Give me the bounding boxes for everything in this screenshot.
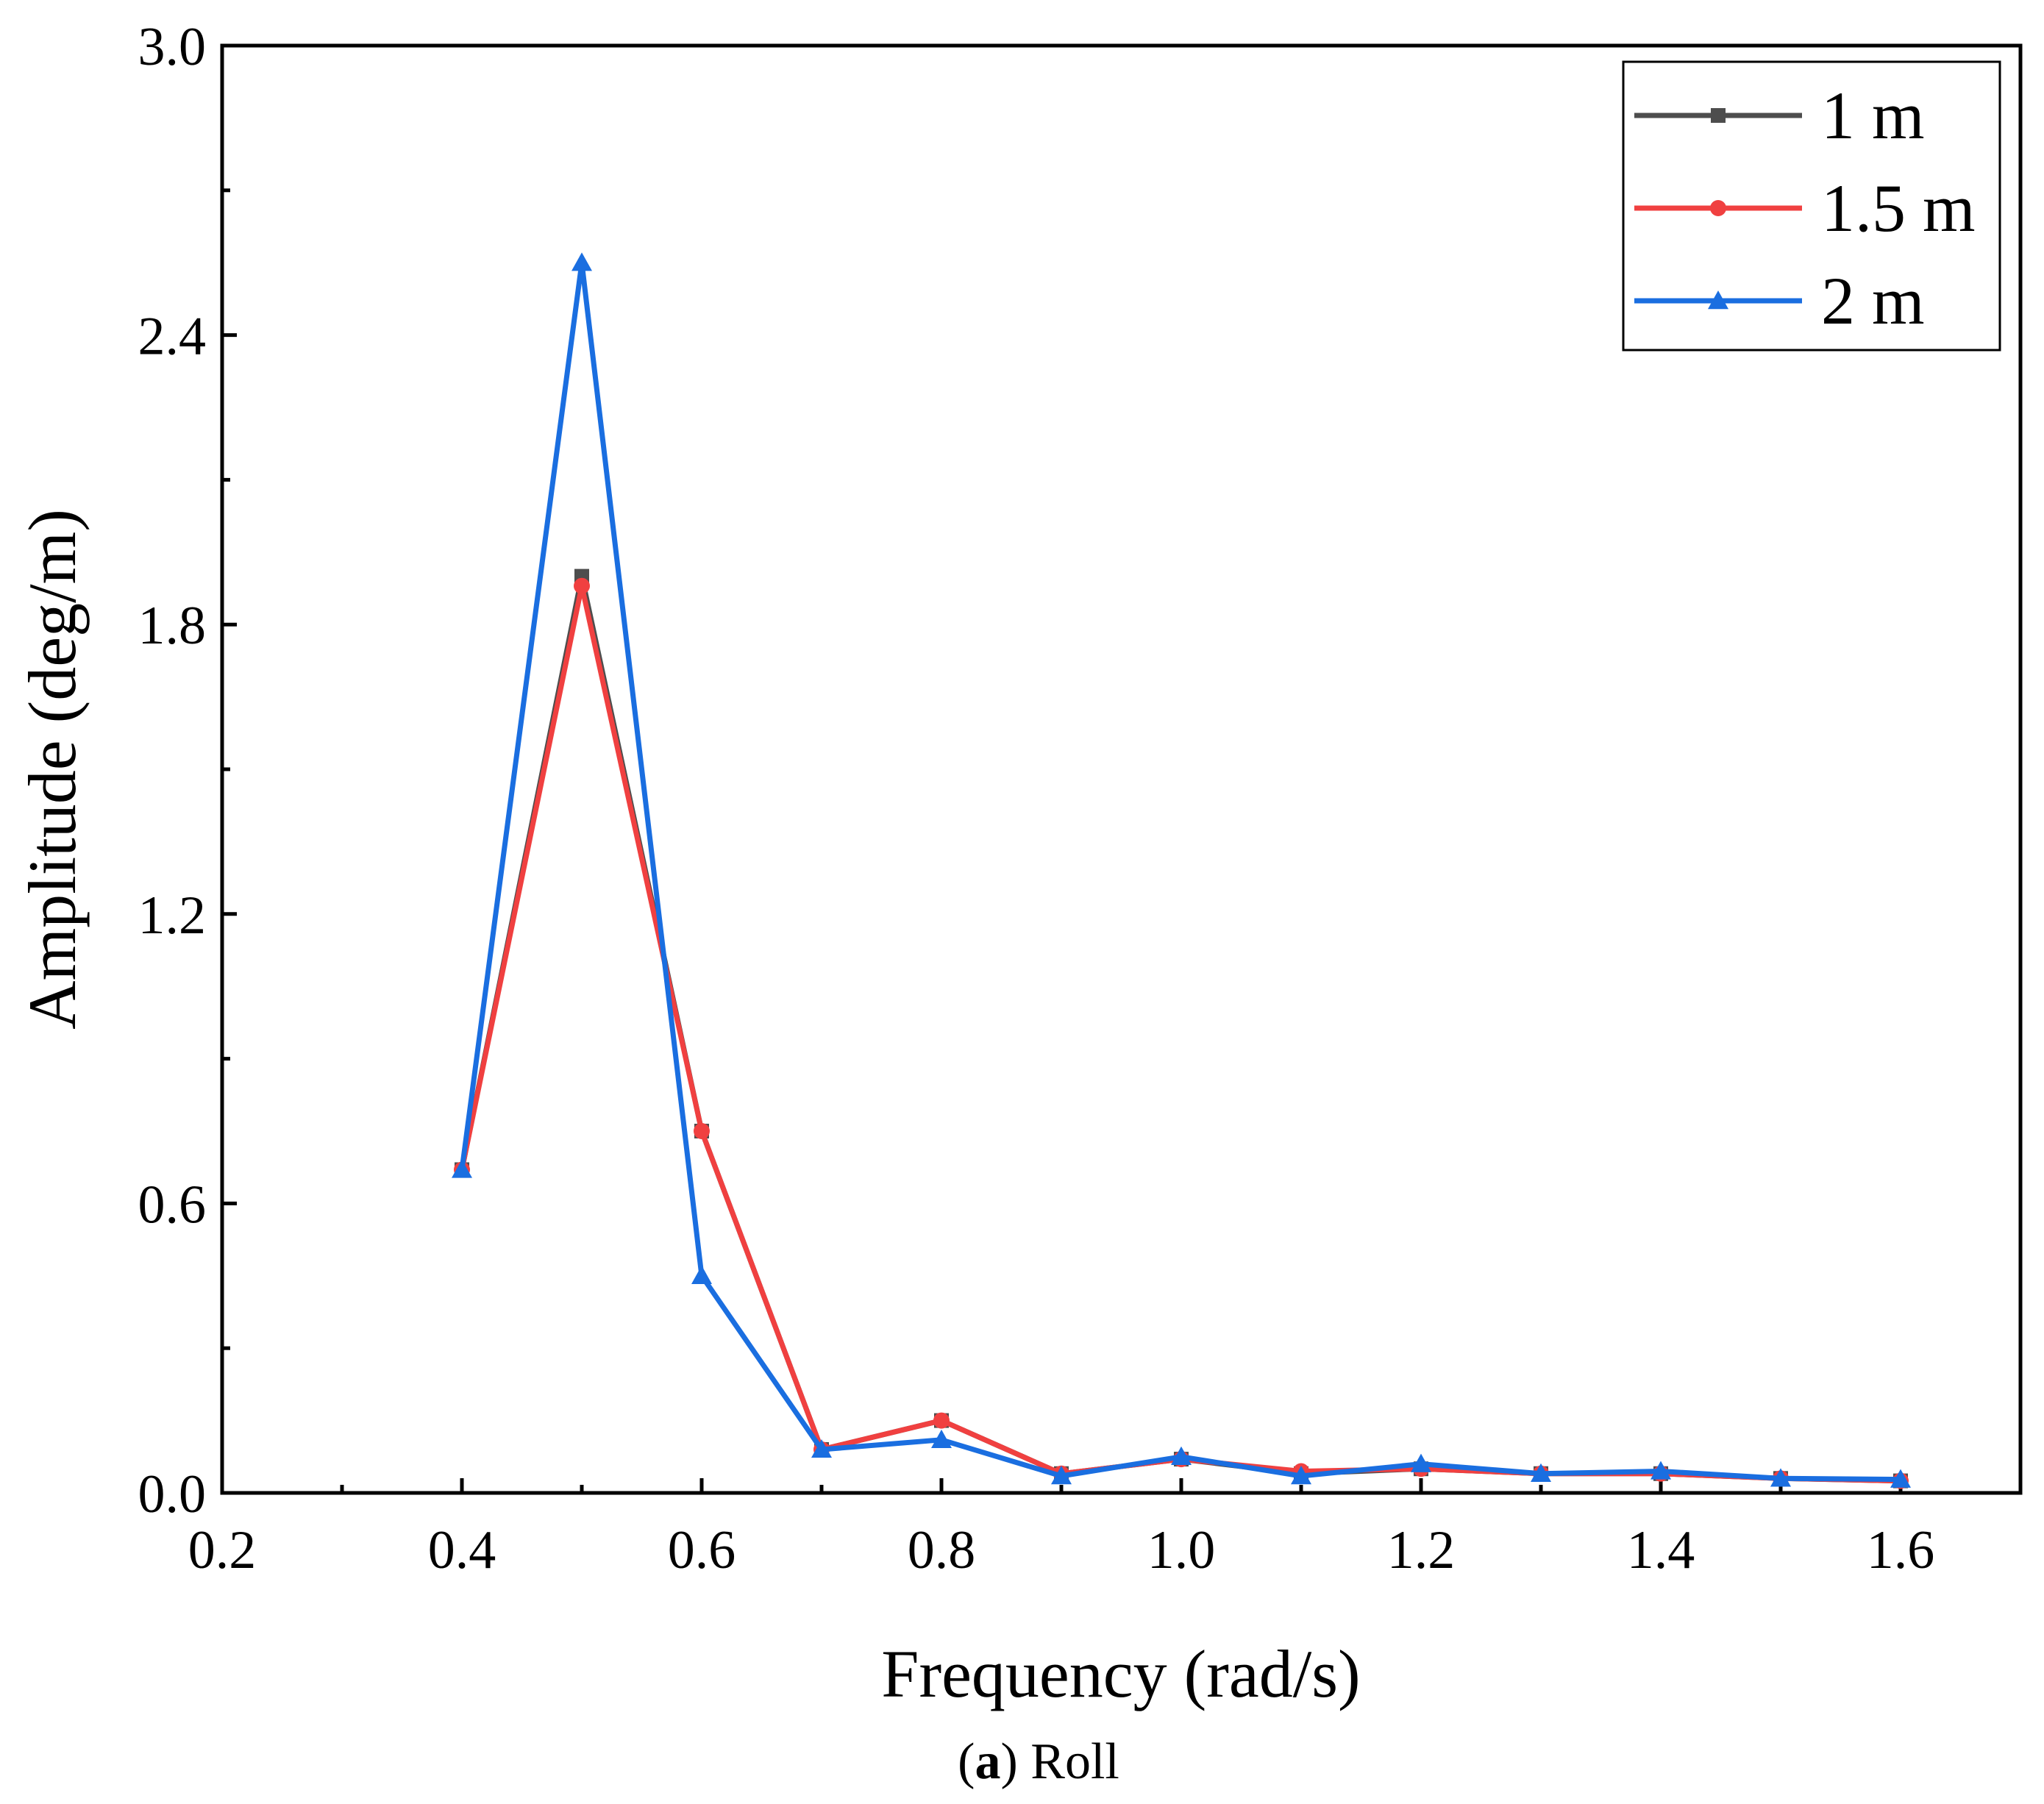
legend-item-1_5-m: 1.5 m — [1634, 171, 1976, 246]
y-tick-label: 1.8 — [138, 596, 207, 656]
y-tick-label: 2.4 — [138, 307, 207, 367]
data-point-2-m — [1411, 1453, 1431, 1472]
y-tick-label: 3.0 — [138, 17, 207, 77]
series-2-m — [452, 252, 1911, 1488]
legend-item-1-m: 1 m — [1634, 78, 1925, 153]
x-tick-label: 1.0 — [1147, 1520, 1216, 1580]
data-point-2-m — [1770, 1468, 1791, 1487]
x-axis-title: Frequency (rad/s) — [881, 1636, 1360, 1711]
x-tick-label: 1.6 — [1867, 1520, 1935, 1580]
series-layer — [452, 252, 1911, 1489]
data-point-2-m — [691, 1265, 712, 1284]
legend-marker — [1708, 290, 1728, 310]
data-point-1_5-m — [694, 1123, 710, 1139]
data-point-1_5-m — [574, 577, 590, 594]
data-point-2-m — [1650, 1461, 1671, 1480]
data-point-2-m — [811, 1438, 832, 1458]
legend-marker — [1711, 108, 1726, 123]
series-line-1_5-m — [459, 583, 1904, 1484]
legend-item-2-m: 2 m — [1634, 263, 1925, 338]
legend-label: 2 m — [1821, 263, 1925, 338]
data-point-2-m — [571, 252, 592, 271]
y-tick-label: 0.0 — [138, 1464, 207, 1525]
x-tick-label: 0.6 — [668, 1520, 736, 1580]
legend-marker — [1710, 200, 1726, 216]
data-point-2-m — [1171, 1446, 1192, 1465]
y-tick-label: 0.6 — [138, 1174, 207, 1235]
data-point-2-m — [931, 1429, 952, 1449]
y-axis: 0.0 0.6 1.2 1.8 2.4 3.0 — [138, 17, 237, 1525]
x-tick-label: 1.4 — [1627, 1520, 1695, 1580]
data-point-2-m — [452, 1159, 472, 1178]
x-tick-label: 1.2 — [1387, 1520, 1456, 1580]
plot-area: 0.0 0.6 1.2 1.8 2.4 3.0 0.2 0.4 0.6 0.8 1.0 1.2 1.4… — [138, 17, 2023, 1580]
data-point-2-m — [1890, 1469, 1911, 1488]
data-point-2-m — [1531, 1463, 1551, 1482]
data-point-2-m — [1291, 1466, 1311, 1485]
data-point-2-m — [1051, 1466, 1072, 1485]
x-tick-label: 0.8 — [908, 1520, 976, 1580]
y-axis-title: Amplitude (deg/m) — [15, 509, 90, 1030]
legend-label: 1.5 m — [1821, 171, 1976, 246]
data-point-1_5-m — [933, 1412, 950, 1429]
legend-label: 1 m — [1821, 78, 1925, 153]
series-line-2-m — [459, 260, 1904, 1483]
y-tick-label: 1.2 — [138, 885, 207, 946]
figure-caption: (a) Roll — [958, 1733, 1119, 1790]
legend: 1 m 1.5 m 2 m — [1622, 60, 2001, 352]
x-tick-label: 0.2 — [188, 1520, 257, 1580]
x-tick-label: 0.4 — [428, 1520, 496, 1580]
x-axis: 0.2 0.4 0.6 0.8 1.0 1.2 1.4 1.6 — [188, 1478, 1935, 1580]
